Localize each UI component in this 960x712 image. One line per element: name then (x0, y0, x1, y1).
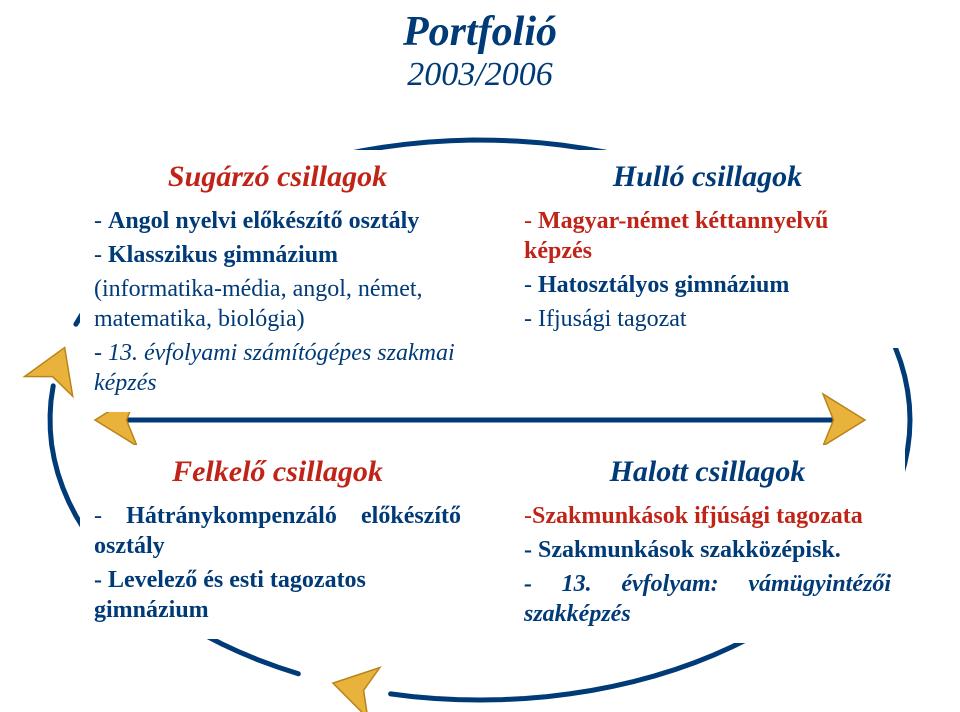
arrowhead-icon (25, 348, 73, 397)
quadrant-top-right: Hulló csillagok - Magyar-német kéttannyel… (510, 150, 905, 348)
box-row: (informatika-média, angol, német, matema… (94, 274, 461, 334)
text-segment: - (94, 208, 108, 234)
box-title: Halott csillagok (524, 455, 891, 489)
text-segment: - (94, 242, 108, 268)
box-row: -Szakmunkások ifjúsági tagozata (524, 501, 891, 531)
page-subtitle: 2003/2006 (0, 56, 960, 94)
text-segment: - Szakmunkások szakközépisk. (524, 537, 841, 563)
arrowhead-icon (823, 394, 865, 446)
page-title: Portfolió (0, 8, 960, 56)
text-segment: - (94, 340, 108, 366)
text-segment: - (524, 503, 532, 529)
text-segment: - Ifjusági tagozat (524, 306, 687, 332)
text-segment: Hátránykompenzáló előkészítő osztály (94, 503, 461, 559)
box-row: - Hatosztályos gimnázium (524, 270, 891, 300)
arrowhead-icon (333, 668, 380, 712)
box-row: - Ifjusági tagozat (524, 304, 891, 334)
text-segment: - (94, 503, 126, 529)
box-row: - Klasszikus gimnázium (94, 240, 461, 270)
quadrant-bottom-left: Felkelő csillagok - Hátránykompenzáló elő… (80, 445, 475, 639)
text-segment: Angol nyelvi előkészítő osztály (108, 208, 419, 234)
box-title: Hulló csillagok (524, 160, 891, 194)
text-segment: - Levelező és esti tagozatos gimnázium (94, 567, 366, 623)
box-row: - Levelező és esti tagozatos gimnázium (94, 565, 461, 625)
text-segment: - (524, 272, 538, 298)
box-row: - Hátránykompenzáló előkészítő osztály (94, 501, 461, 561)
stage: Portfolió 2003/2006 Sugárzó csillagok - A… (0, 0, 960, 712)
text-segment: Magyar-német kéttannyelvű képzés (524, 208, 828, 264)
text-segment: - 13. évfolyam: vámügyintézői szakképzés (524, 571, 891, 627)
box-row: - Angol nyelvi előkészítő osztály (94, 206, 461, 236)
quadrant-top-left: Sugárzó csillagok - Angol nyelvi előkészí… (80, 150, 475, 412)
text-segment: (informatika-média, angol, német, matema… (94, 276, 423, 332)
box-title: Sugárzó csillagok (94, 160, 461, 194)
box-title: Felkelő csillagok (94, 455, 461, 489)
quadrant-bottom-right: Halott csillagok -Szakmunkások ifjúsági t… (510, 445, 905, 643)
text-segment: Hatosztályos gimnázium (538, 272, 789, 298)
text-segment: 13. évfolyami számítógépes szakmai képzé… (94, 340, 455, 396)
text-segment: Klasszikus gimnázium (108, 242, 338, 268)
box-row: - Magyar-német kéttannyelvű képzés (524, 206, 891, 266)
text-segment: Szakmunkások ifjúsági tagozata (532, 503, 863, 529)
box-row: - Szakmunkások szakközépisk. (524, 535, 891, 565)
box-row: - 13. évfolyami számítógépes szakmai kép… (94, 338, 461, 398)
box-row: - 13. évfolyam: vámügyintézői szakképzés (524, 569, 891, 629)
text-segment: - (524, 208, 538, 234)
